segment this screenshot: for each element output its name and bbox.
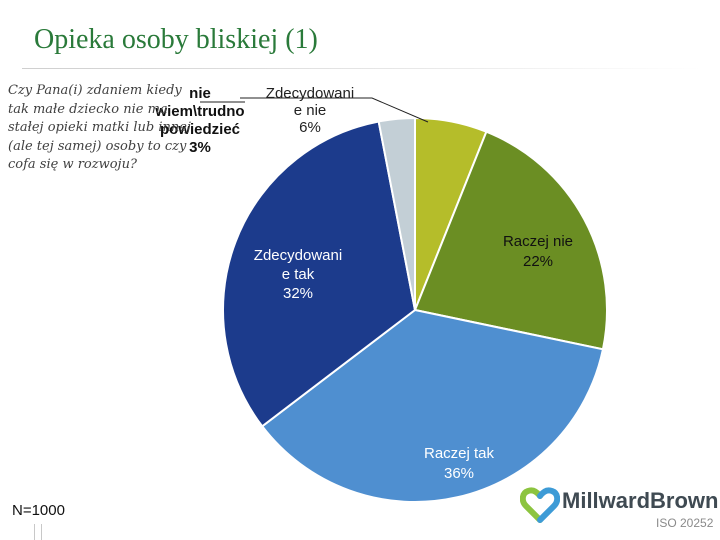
logo-wordmark: MillwardBrown: [562, 488, 719, 513]
heart-logo-icon: [520, 487, 560, 523]
label-nie-wiem-line: powiedzieć: [160, 121, 240, 138]
label-raczej-tak-line: 36%: [444, 465, 474, 482]
label-zdecydowanie-nie-line: e nie: [294, 102, 327, 119]
label-zdecydowanie-tak: Zdecydowani e tak 32%: [254, 247, 342, 302]
sample-size-label: N=1000: [12, 502, 65, 519]
label-leader-lines: [200, 97, 429, 123]
label-zdecydowanie-tak-line: 32%: [283, 285, 313, 302]
label-zdecydowanie-tak-line: Zdecydowani: [254, 247, 342, 264]
label-nie-wiem-line: 3%: [189, 139, 211, 156]
slide-title: Opieka osoby bliskiej (1): [34, 24, 318, 55]
label-raczej-nie: Raczej nie 22%: [503, 233, 573, 270]
slice-nie-wiem: [377, 116, 416, 311]
label-zdecydowanie-nie-line: Zdecydowani: [266, 85, 354, 102]
bottom-decoration: [34, 524, 42, 540]
millwardbrown-logo: MillwardBrown ISO 20252: [518, 484, 718, 540]
slice-raczej-nie: [413, 130, 608, 351]
label-zdecydowanie-nie: Zdecydowani e nie 6%: [266, 85, 354, 136]
label-zdecydowanie-nie-line: 6%: [299, 119, 321, 136]
iso-certification: ISO 20252: [656, 516, 714, 530]
label-raczej-nie-line: 22%: [523, 253, 553, 270]
pie-slices: [221, 116, 608, 503]
slice-zdecydowanie-tak: [221, 120, 417, 428]
survey-question: Czy Pana(i) zdaniem kiedy tak małe dziec…: [8, 83, 191, 172]
label-zdecydowanie-tak-line: e tak: [282, 266, 315, 283]
label-raczej-tak-line: Raczej tak: [424, 445, 495, 462]
title-divider: [22, 68, 702, 69]
pie-labels: Zdecydowani e nie 6%Raczej nie 22%Raczej ta…: [154, 85, 573, 482]
label-nie-wiem-line: nie: [189, 85, 211, 102]
label-raczej-tak: Raczej tak 36%: [424, 445, 495, 482]
label-zdecydowanie-nie-leader: [240, 97, 429, 123]
label-raczej-nie-line: Raczej nie: [503, 233, 573, 250]
label-nie-wiem: nie wiem\trudno powiedzieć 3%: [154, 85, 244, 156]
label-nie-wiem-line: wiem\trudno: [154, 103, 244, 120]
slice-raczej-tak: [260, 308, 605, 503]
